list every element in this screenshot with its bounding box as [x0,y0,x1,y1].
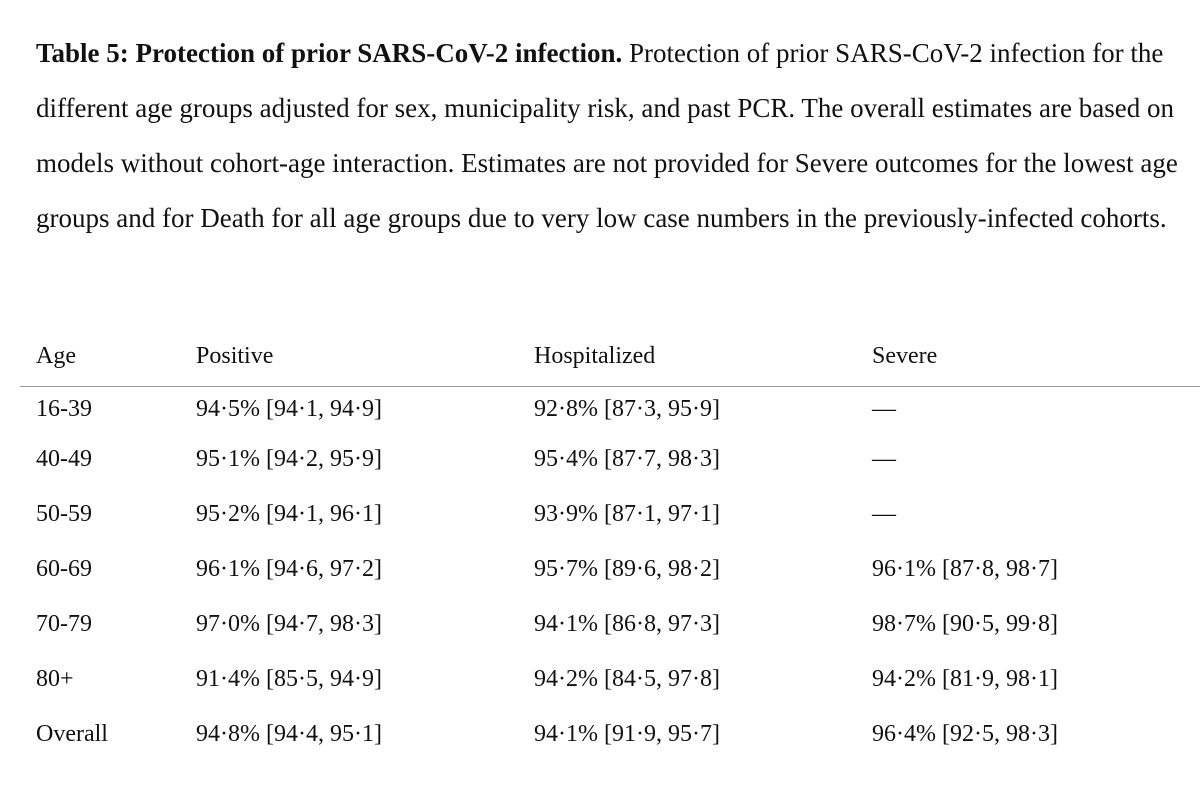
table-header: Age Positive Hospitalized Severe [20,326,1200,387]
cell-positive: 95·2% [94·1, 96·1] [196,501,382,527]
header-hospitalized: Hospitalized [534,326,872,387]
cell-hospitalized: 94·2% [84·5, 97·8] [534,666,720,692]
cell-severe: 96·1% [87·8, 98·7] [872,556,1058,582]
table-row: 50-59 95·2% [94·1, 96·1] 93·9% [87·1, 97… [20,487,1200,542]
caption-text: Protection of prior SARS-CoV-2 infection… [36,38,1178,233]
protection-table: Age Positive Hospitalized Severe 16-39 9… [20,326,1200,762]
table-row: 70-79 97·0% [94·7, 98·3] 94·1% [86·8, 97… [20,597,1200,652]
header-age: Age [20,326,196,387]
cell-hospitalized: 95·4% [87·7, 98·3] [534,446,720,472]
cell-age: Overall [36,721,108,747]
cell-positive: 95·1% [94·2, 95·9] [196,446,382,472]
cell-age: 40-49 [36,446,92,472]
cell-age: 50-59 [36,501,92,527]
table-caption: Table 5: Protection of prior SARS-CoV-2 … [36,26,1186,246]
table-row: 60-69 96·1% [94·6, 97·2] 95·7% [89·6, 98… [20,542,1200,597]
cell-severe: 98·7% [90·5, 99·8] [872,611,1058,637]
cell-age: 60-69 [36,556,92,582]
cell-severe: 94·2% [81·9, 98·1] [872,666,1058,692]
results-table-container: Age Positive Hospitalized Severe 16-39 9… [20,326,1200,762]
cell-age: 80+ [36,666,74,692]
cell-severe: — [872,501,896,527]
cell-hospitalized: 95·7% [89·6, 98·2] [534,556,720,582]
cell-age: 16-39 [36,396,92,422]
table-row: Overall 94·8% [94·4, 95·1] 94·1% [91·9, … [20,707,1200,762]
cell-severe: 96·4% [92·5, 98·3] [872,721,1058,747]
cell-hospitalized: 93·9% [87·1, 97·1] [534,501,720,527]
cell-hospitalized: 94·1% [91·9, 95·7] [534,721,720,747]
cell-age: 70-79 [36,611,92,637]
table-row: 40-49 95·1% [94·2, 95·9] 95·4% [87·7, 98… [20,432,1200,487]
cell-positive: 97·0% [94·7, 98·3] [196,611,382,637]
table-row: 16-39 94·5% [94·1, 94·9] 92·8% [87·3, 95… [20,387,1200,433]
header-row: Age Positive Hospitalized Severe [20,326,1200,387]
cell-positive: 96·1% [94·6, 97·2] [196,556,382,582]
cell-hospitalized: 94·1% [86·8, 97·3] [534,611,720,637]
caption-title: Table 5: Protection of prior SARS-CoV-2 … [36,38,623,68]
cell-positive: 94·8% [94·4, 95·1] [196,721,382,747]
header-severe: Severe [872,326,1200,387]
header-positive: Positive [196,326,534,387]
cell-positive: 94·5% [94·1, 94·9] [196,396,382,422]
cell-severe: — [872,446,896,472]
table-body: 16-39 94·5% [94·1, 94·9] 92·8% [87·3, 95… [20,387,1200,763]
table-row: 80+ 91·4% [85·5, 94·9] 94·2% [84·5, 97·8… [20,652,1200,707]
cell-positive: 91·4% [85·5, 94·9] [196,666,382,692]
cell-severe: — [872,396,896,422]
cell-hospitalized: 92·8% [87·3, 95·9] [534,396,720,422]
